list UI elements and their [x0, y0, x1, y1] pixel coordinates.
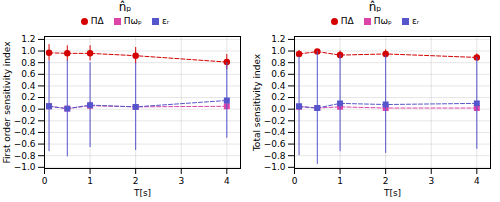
html-text:εᵣ: εᵣ	[162, 16, 170, 26]
svg-text:−0.4: −0.4	[264, 127, 286, 137]
svg-text:1.2: 1.2	[271, 34, 285, 44]
svg-text:2: 2	[383, 176, 389, 186]
svg-text:0.0: 0.0	[271, 104, 286, 114]
svg-text:−0.8: −0.8	[14, 151, 36, 161]
svg-text:0.4: 0.4	[21, 81, 36, 91]
svg-text:1: 1	[337, 176, 343, 186]
svg-text:−0.2: −0.2	[14, 116, 36, 126]
svg-text:0.2: 0.2	[271, 92, 285, 102]
html-text:n̂ₚ: n̂ₚ	[118, 0, 132, 14]
svg-text:3: 3	[428, 176, 434, 186]
svg-text:First order sensitivity index: First order sensitivity index	[2, 41, 12, 164]
svg-text:0.4: 0.4	[271, 81, 286, 91]
svg-text:1.2: 1.2	[21, 34, 35, 44]
svg-text:−1.0: −1.0	[264, 162, 286, 172]
svg-text:0: 0	[42, 176, 48, 186]
svg-text:0: 0	[292, 176, 298, 186]
svg-text:−0.8: −0.8	[264, 151, 286, 161]
svg-text:2: 2	[133, 176, 139, 186]
svg-text:−0.6: −0.6	[14, 139, 36, 149]
html-text:ΠΔ: ΠΔ	[340, 16, 354, 26]
svg-text:0.0: 0.0	[21, 104, 36, 114]
svg-text:1.0: 1.0	[21, 46, 36, 56]
svg-text:4: 4	[474, 176, 480, 186]
html-text:εᵣ: εᵣ	[412, 16, 420, 26]
svg-text:T[s]: T[s]	[133, 188, 151, 198]
svg-text:0.8: 0.8	[271, 58, 286, 68]
svg-text:−0.4: −0.4	[14, 127, 36, 137]
html-text:n̂ₚ: n̂ₚ	[368, 0, 382, 14]
html-text:Πωₚ: Πωₚ	[123, 16, 142, 26]
svg-text:0.8: 0.8	[21, 58, 36, 68]
svg-text:T[s]: T[s]	[383, 188, 401, 198]
html-text:ΠΔ: ΠΔ	[90, 16, 104, 26]
svg-text:−0.6: −0.6	[264, 139, 286, 149]
svg-text:1.0: 1.0	[271, 46, 286, 56]
svg-text:0.6: 0.6	[271, 69, 286, 79]
html-text:Πωₚ: Πωₚ	[373, 16, 392, 26]
svg-text:Total sensitivity index: Total sensitivity index	[252, 53, 262, 152]
svg-text:1: 1	[87, 176, 93, 186]
svg-text:−0.2: −0.2	[264, 116, 286, 126]
svg-text:3: 3	[178, 176, 184, 186]
svg-text:4: 4	[224, 176, 230, 186]
svg-text:0.2: 0.2	[21, 92, 35, 102]
svg-text:0.6: 0.6	[21, 69, 36, 79]
svg-text:−1.0: −1.0	[14, 162, 36, 172]
